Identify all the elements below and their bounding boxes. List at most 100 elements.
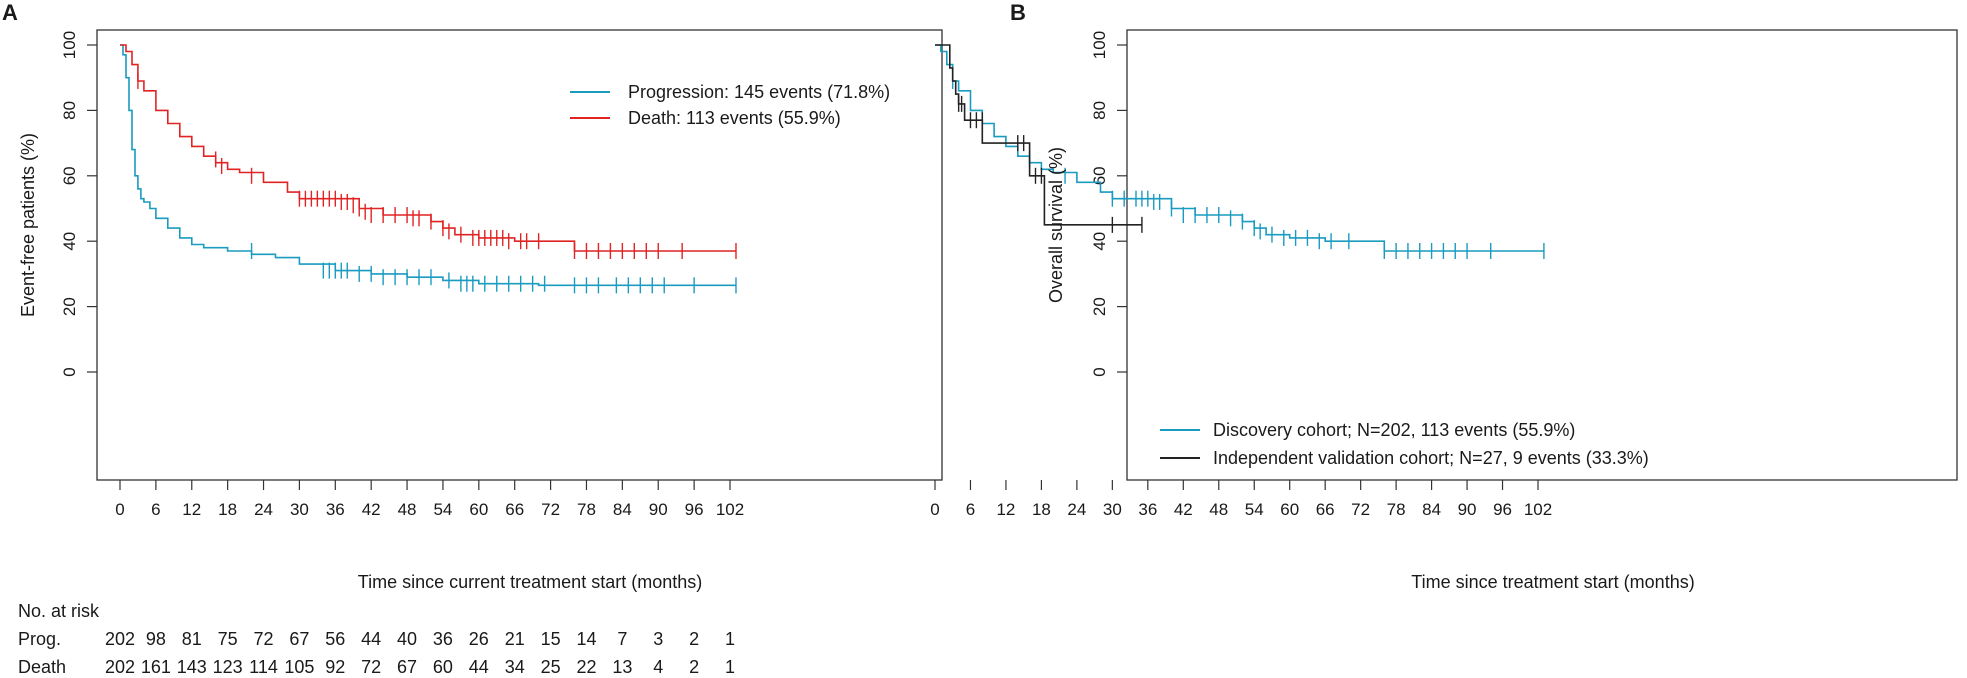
panel-a-curves — [120, 44, 737, 294]
panel-b-x-tick-label: 60 — [1280, 500, 1299, 519]
panel-a-x-tick-label: 12 — [182, 500, 201, 519]
risk-row-death-value: 202 — [105, 657, 135, 677]
panel-b-x-tick-label: 78 — [1387, 500, 1406, 519]
panel-b-x-tick-label: 0 — [930, 500, 939, 519]
panel-b-x-tick-label: 12 — [996, 500, 1015, 519]
panel-b-y-axis-label: Overall survival (%) — [1046, 147, 1066, 303]
panel-b-x-tick-label: 84 — [1422, 500, 1441, 519]
panel-a-x-tick-label: 36 — [326, 500, 345, 519]
panel-b-legend: Discovery cohort; N=202, 113 events (55.… — [1160, 420, 1649, 468]
panel-a-x-axis-label: Time since current treatment start (mont… — [358, 572, 702, 592]
panel-a-plot-frame — [96, 29, 943, 481]
panel-a-x-tick-label: 6 — [151, 500, 160, 519]
panel-b-y-tick-label: 100 — [1090, 31, 1109, 59]
panel-a-y-tick-label: 60 — [60, 166, 79, 185]
panel-a-x-tick-label: 54 — [433, 500, 452, 519]
panel-b-x-tick-label: 36 — [1138, 500, 1157, 519]
panel-b-x-tick-label: 96 — [1493, 500, 1512, 519]
panel-b-x-tick-label: 30 — [1103, 500, 1122, 519]
risk-row-death-value: 22 — [576, 657, 596, 677]
risk-row-death-value: 123 — [213, 657, 243, 677]
panel-b-y-tick-label: 80 — [1090, 101, 1109, 120]
risk-row-death-value: 60 — [433, 657, 453, 677]
panel-a-x-tick-label: 30 — [290, 500, 309, 519]
panel-a-x-tick-label: 60 — [469, 500, 488, 519]
panel-a-x-tick-label: 96 — [685, 500, 704, 519]
panel-b-curves — [935, 44, 1545, 260]
risk-row-prog-value: 56 — [325, 629, 345, 649]
risk-row-death-value: 34 — [505, 657, 525, 677]
panel-a-y-tick-label: 20 — [60, 297, 79, 316]
risk-row-prog-value: 40 — [397, 629, 417, 649]
risk-row-death-value: 67 — [397, 657, 417, 677]
legend-validation-label: Independent validation cohort; N=27, 9 e… — [1213, 448, 1649, 468]
panel-a-series-1-curve — [120, 44, 736, 252]
panel-b-x-tick-label: 72 — [1351, 500, 1370, 519]
panel-b-x-tick-label: 42 — [1174, 500, 1193, 519]
panel-b-x-axis-label: Time since treatment start (months) — [1411, 572, 1694, 592]
panel-a-x-tick-label: 24 — [254, 500, 273, 519]
panel-a-y-axis-label: Event-free patients (%) — [18, 133, 38, 317]
risk-row-death-value: 1 — [725, 657, 735, 677]
panel-a-x-tick-label: 102 — [716, 500, 744, 519]
panel-b-series-1-curve — [935, 44, 1142, 226]
panel-b-x-tick-label: 48 — [1209, 500, 1228, 519]
risk-row-prog-value: 21 — [505, 629, 525, 649]
risk-table: No. at risk Prog. Death 202 98 81 75 72 67 56 4… — [18, 601, 735, 677]
panel-a-x-tick-label: 90 — [649, 500, 668, 519]
panel-b-y-tick-label: 60 — [1090, 166, 1109, 185]
risk-row-death-value: 72 — [361, 657, 381, 677]
risk-row-prog-value: 202 — [105, 629, 135, 649]
risk-row-prog-value: 98 — [146, 629, 166, 649]
risk-row-death-value: 114 — [249, 657, 278, 677]
risk-row-death-value: 92 — [325, 657, 345, 677]
risk-row-prog-value: 1 — [725, 629, 735, 649]
panel-b-x-tick-label: 66 — [1316, 500, 1335, 519]
risk-row-death-value: 2 — [689, 657, 699, 677]
panel-a-x-tick-label: 18 — [218, 500, 237, 519]
panel-a-x-tick-label: 42 — [362, 500, 381, 519]
risk-row-death-value: 25 — [541, 657, 561, 677]
panel-a-y-tick-label: 0 — [60, 367, 79, 376]
risk-row-prog-value: 3 — [653, 629, 663, 649]
panel-b-x-tick-label: 18 — [1032, 500, 1051, 519]
panel-a-x-tick-label: 78 — [577, 500, 596, 519]
risk-row-death-value: 44 — [469, 657, 489, 677]
risk-row-death-value: 13 — [612, 657, 632, 677]
risk-row-prog-value: 26 — [469, 629, 489, 649]
panel-a-x-tick-label: 48 — [398, 500, 417, 519]
panel-a-x-tick-label: 84 — [613, 500, 632, 519]
risk-row-prog-value: 44 — [361, 629, 381, 649]
panel-b-series-0-curve — [935, 44, 1544, 252]
panel-b-x-tick-label: 24 — [1067, 500, 1086, 519]
panel-a-y-tick-label: 80 — [60, 101, 79, 120]
panel-a-y-tick-label: 100 — [60, 31, 79, 59]
panel-a-axes: 0 20 40 60 80 100 0 6 12 18 24 30 36 42 48 54 60 66 72 78 84… — [60, 31, 744, 519]
panel-b-y-tick-label: 0 — [1090, 367, 1109, 376]
risk-row-prog-value: 81 — [182, 629, 202, 649]
risk-row-prog-value: 75 — [218, 629, 238, 649]
panel-a-x-tick-label: 72 — [541, 500, 560, 519]
risk-row-prog-label: Prog. — [18, 629, 61, 649]
panel-b-label: B — [1010, 0, 1026, 25]
risk-row-prog-value: 7 — [617, 629, 627, 649]
panel-a-x-tick-label: 0 — [115, 500, 124, 519]
panel-a-legend: Progression: 145 events (71.8%) Death: 1… — [570, 82, 890, 128]
panel-b-plot-frame — [1126, 29, 1958, 481]
risk-row-death-value: 161 — [141, 657, 171, 677]
panel-b-y-tick-label: 40 — [1090, 232, 1109, 251]
panel-b-x-tick-label: 54 — [1245, 500, 1264, 519]
risk-row-prog-value: 14 — [576, 629, 596, 649]
risk-row-death-value: 105 — [284, 657, 314, 677]
risk-row-prog-value: 36 — [433, 629, 453, 649]
panel-a-label: A — [2, 0, 18, 25]
panel-b-x-tick-label: 6 — [966, 500, 975, 519]
legend-death-label: Death: 113 events (55.9%) — [628, 108, 841, 128]
risk-row-death-label: Death — [18, 657, 66, 677]
risk-row-death-value: 4 — [653, 657, 663, 677]
legend-discovery-label: Discovery cohort; N=202, 113 events (55.… — [1213, 420, 1575, 440]
risk-row-death-value: 143 — [177, 657, 207, 677]
